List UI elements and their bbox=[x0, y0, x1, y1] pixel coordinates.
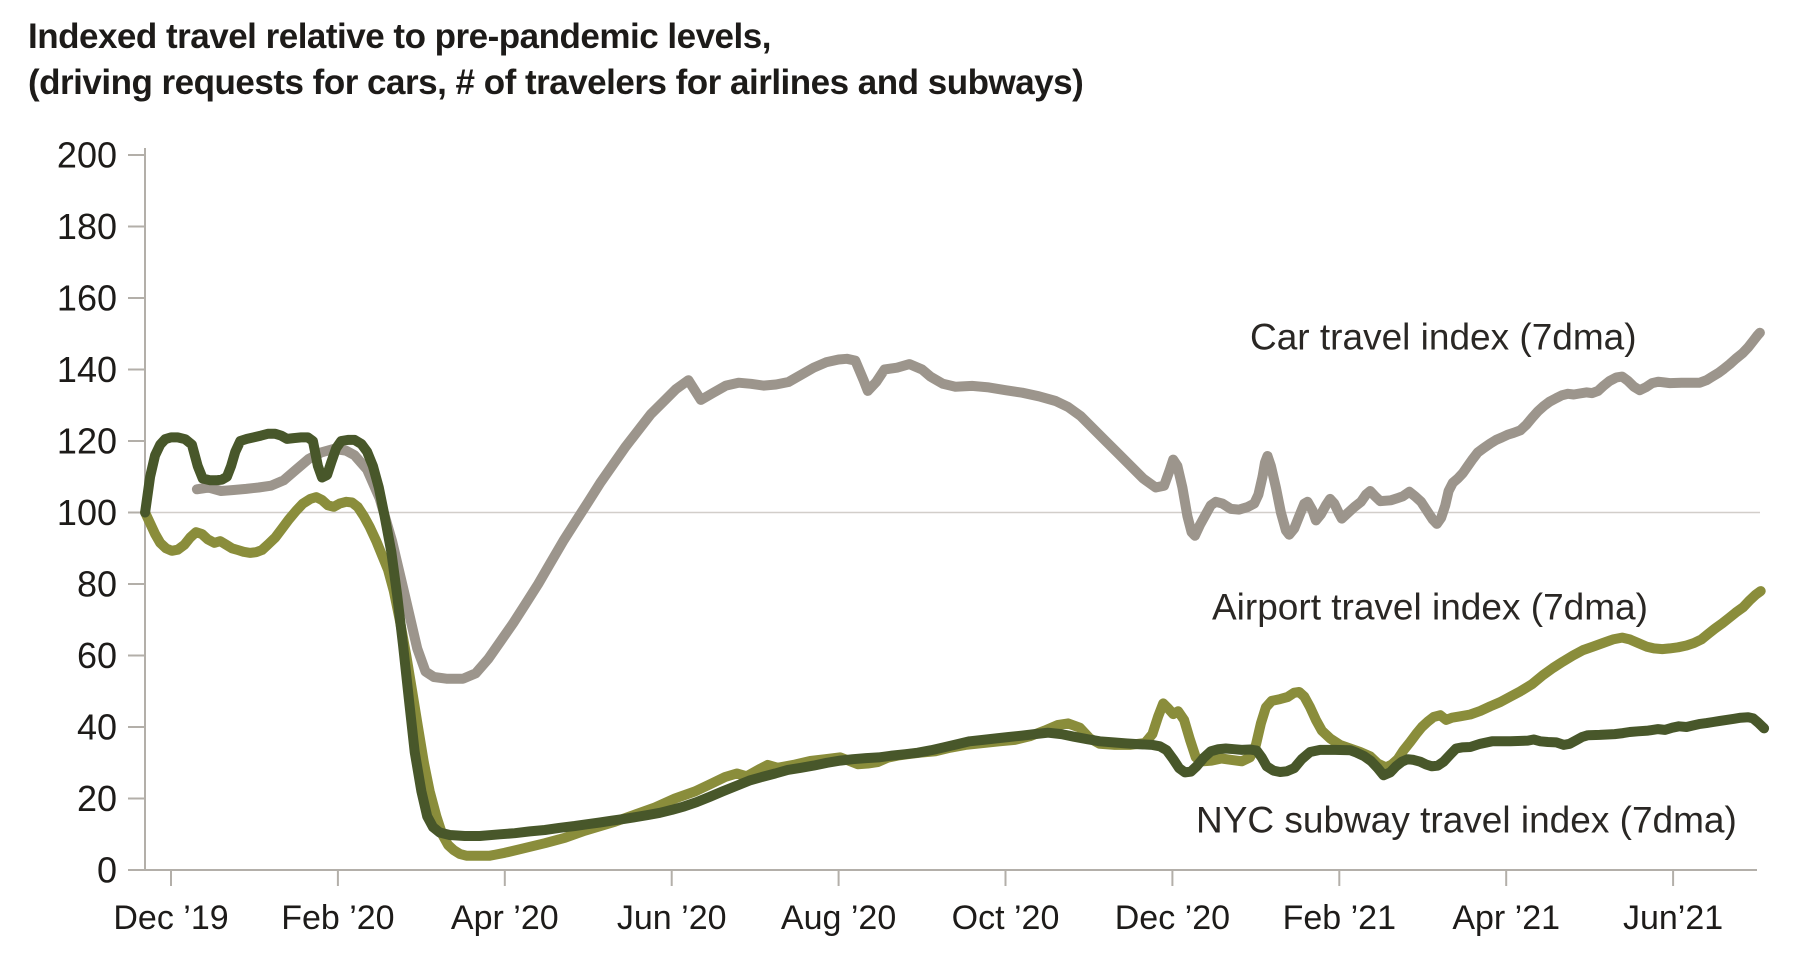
y-tick-label: 40 bbox=[77, 707, 117, 748]
chart-title-line2: (driving requests for cars, # of travele… bbox=[28, 63, 1084, 103]
y-tick-label: 160 bbox=[57, 278, 117, 319]
nyc-subway-line bbox=[140, 428, 1770, 841]
y-tick-label: 180 bbox=[57, 206, 117, 247]
nyc-subway-series-label: NYC subway travel index (7dma) bbox=[1196, 800, 1737, 841]
x-tick-label: Jun’21 bbox=[1623, 899, 1723, 937]
y-tick-label: 0 bbox=[97, 850, 117, 891]
y-tick-label: 200 bbox=[57, 135, 117, 176]
y-tick-label: 100 bbox=[57, 492, 117, 533]
x-tick-label: Jun ’20 bbox=[617, 899, 727, 937]
x-tick-label: Dec ’20 bbox=[1115, 899, 1230, 937]
car-travel-line bbox=[191, 327, 1765, 684]
airport-series-label: Airport travel index (7dma) bbox=[1212, 587, 1648, 628]
x-tick-label: Apr ’20 bbox=[451, 899, 559, 937]
y-tick-label: 20 bbox=[77, 778, 117, 819]
y-tick-label: 120 bbox=[57, 421, 117, 462]
x-tick-label: Oct ’20 bbox=[952, 899, 1060, 937]
chart-title-line1: Indexed travel relative to pre-pandemic … bbox=[28, 17, 771, 56]
x-tick-label: Feb ’20 bbox=[281, 899, 394, 937]
chart-title: Indexed travel relative to pre-pandemic … bbox=[28, 14, 1084, 106]
x-tick-label: Apr ’21 bbox=[1452, 899, 1560, 937]
y-tick-label: 80 bbox=[77, 564, 117, 605]
x-tick-label: Feb ’21 bbox=[1283, 899, 1396, 937]
y-tick-label: 140 bbox=[57, 349, 117, 390]
x-tick-label: Dec ’19 bbox=[113, 899, 228, 937]
y-tick-label: 60 bbox=[77, 635, 117, 676]
car-series-label: Car travel index (7dma) bbox=[1250, 317, 1637, 358]
x-tick-label: Aug ’20 bbox=[781, 899, 896, 937]
